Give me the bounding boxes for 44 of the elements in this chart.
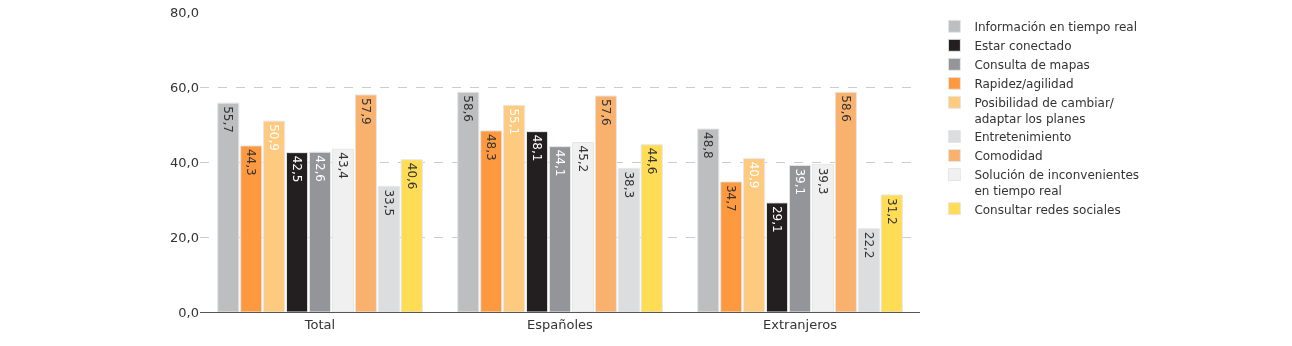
data-label: 55,1 xyxy=(507,108,522,136)
legend-label: Rapidez/agilidad xyxy=(974,77,1074,92)
data-label: 48,1 xyxy=(530,134,545,162)
legend-label: Posibilidad de cambiar/ adaptar los planes xyxy=(974,95,1115,126)
data-label: 29,1 xyxy=(770,205,785,233)
data-label: 45,2 xyxy=(575,145,590,173)
data-label: 50,9 xyxy=(267,124,282,151)
data-label: 58,6 xyxy=(461,95,476,122)
data-label: 39,3 xyxy=(815,167,830,195)
x-tick-label: Españoles xyxy=(527,316,594,332)
y-tick-label: 20,0 xyxy=(170,229,199,245)
data-label: 40,6 xyxy=(404,162,419,190)
x-tick-label: Total xyxy=(303,316,336,332)
data-label: 48,8 xyxy=(701,132,716,159)
data-label: 58,6 xyxy=(838,95,853,122)
data-label: 42,6 xyxy=(313,155,327,182)
data-label: 38,3 xyxy=(621,171,636,199)
data-label: 43,4 xyxy=(335,152,350,179)
data-label: 22,2 xyxy=(861,231,876,259)
legend-label: Solución de inconvenientes en tiempo real xyxy=(974,168,1140,198)
data-label: 57,9 xyxy=(358,97,373,125)
legend-label: Consulta de mapas xyxy=(974,58,1090,73)
data-label: 39,1 xyxy=(793,168,807,196)
data-label: 48,3 xyxy=(484,133,499,161)
legend-label: Consultar redes sociales xyxy=(974,202,1121,217)
y-tick-label: 0,0 xyxy=(178,304,199,320)
legend-label: Entretenimiento xyxy=(974,130,1072,145)
data-label: 33,5 xyxy=(381,189,396,217)
y-tick-label: 80,0 xyxy=(170,4,199,20)
x-tick-label: Extranjeros xyxy=(763,316,838,332)
legend-label: Estar conectado xyxy=(974,39,1072,54)
data-label: 42,5 xyxy=(290,155,305,183)
legend-label: Información en tiempo real xyxy=(974,20,1138,35)
data-label: 44,6 xyxy=(644,147,659,175)
data-label: 57,6 xyxy=(598,99,613,126)
data-label: 31,2 xyxy=(884,198,899,225)
y-tick-label: 60,0 xyxy=(170,79,199,95)
data-label: 44,3 xyxy=(244,148,259,176)
data-label: 40,9 xyxy=(747,161,762,189)
data-label: 34,7 xyxy=(724,184,739,212)
data-label: 44,1 xyxy=(553,149,567,177)
data-label: 55,7 xyxy=(221,106,236,133)
legend-label: Comodidad xyxy=(974,149,1043,164)
y-tick-label: 40,0 xyxy=(170,154,199,170)
